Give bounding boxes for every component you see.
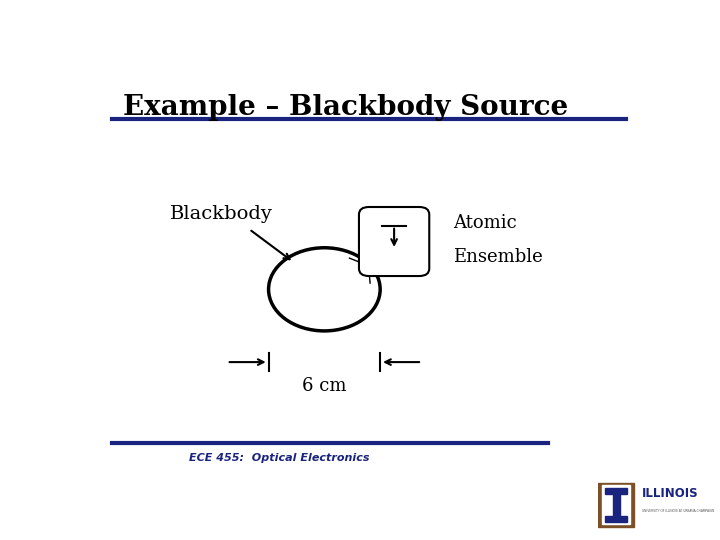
Text: 6 cm: 6 cm: [302, 377, 346, 395]
Bar: [605, 516, 627, 522]
Text: Blackbody: Blackbody: [170, 206, 273, 224]
Bar: [598, 483, 634, 527]
Text: Atomic: Atomic: [453, 214, 516, 232]
Text: UNIVERSITY OF ILLINOIS AT URBANA-CHAMPAIGN: UNIVERSITY OF ILLINOIS AT URBANA-CHAMPAI…: [642, 509, 714, 513]
Text: Example – Blackbody Source: Example – Blackbody Source: [124, 94, 569, 121]
Text: ILLINOIS: ILLINOIS: [642, 487, 698, 500]
FancyBboxPatch shape: [359, 207, 429, 276]
Bar: [613, 494, 620, 516]
Bar: [602, 485, 630, 524]
Bar: [605, 488, 627, 494]
Text: ECE 455:  Optical Electronics: ECE 455: Optical Electronics: [189, 453, 370, 463]
Text: Ensemble: Ensemble: [453, 248, 542, 266]
